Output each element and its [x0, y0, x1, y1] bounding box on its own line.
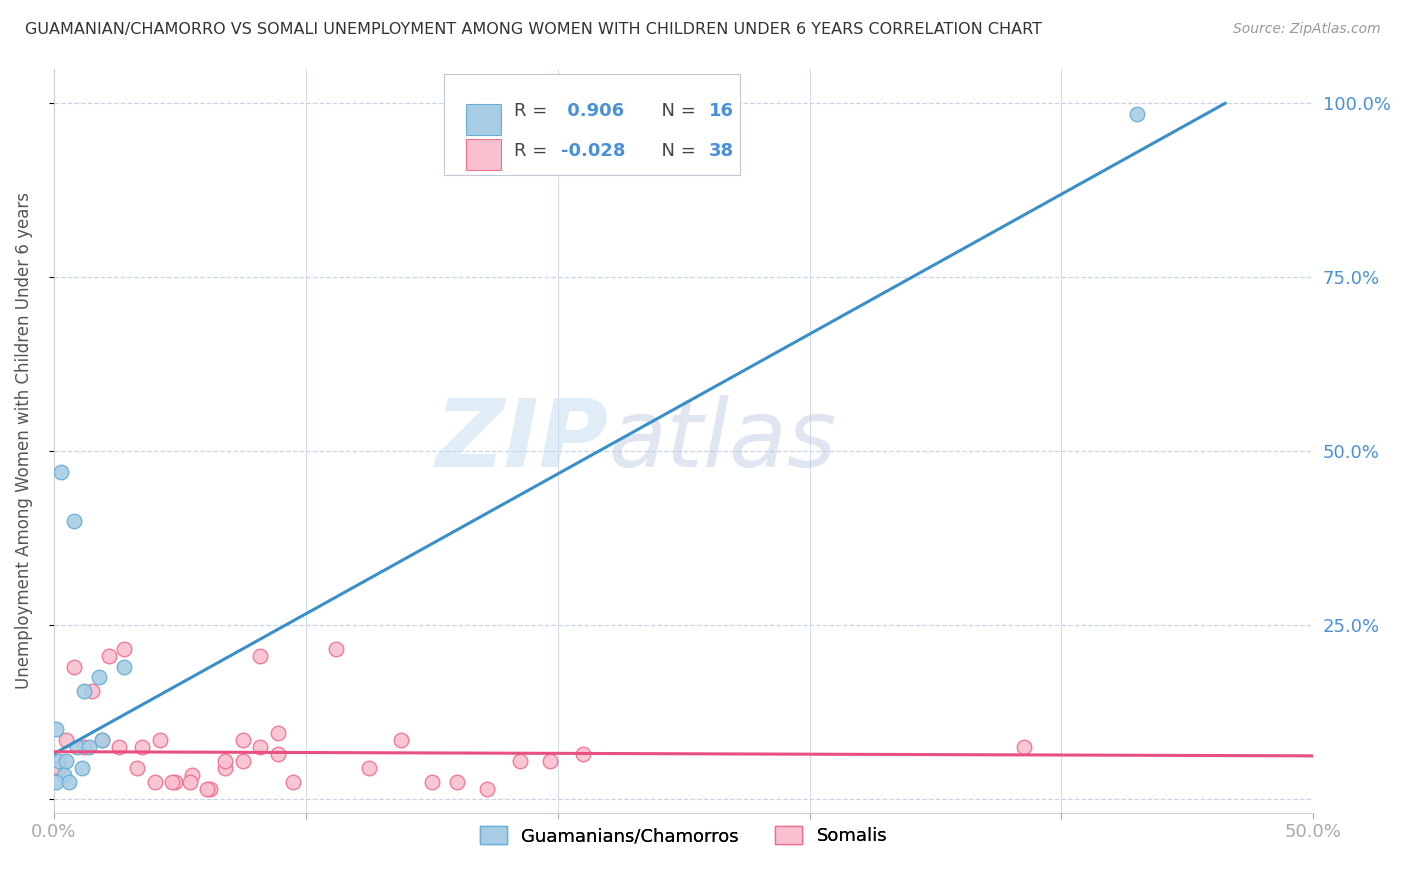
Point — [90, 732, 112, 747]
Point — [214, 754, 236, 768]
Legend: Guamanians/Chamorros, Somalis: Guamanians/Chamorros, Somalis — [472, 819, 894, 852]
FancyBboxPatch shape — [444, 74, 740, 175]
Text: GUAMANIAN/CHAMORRO VS SOMALI UNEMPLOYMENT AMONG WOMEN WITH CHILDREN UNDER 6 YEAR: GUAMANIAN/CHAMORRO VS SOMALI UNEMPLOYMEN… — [25, 22, 1042, 37]
Text: Source: ZipAtlas.com: Source: ZipAtlas.com — [1233, 22, 1381, 37]
Point — [63, 660, 86, 674]
Text: ZIP: ZIP — [434, 395, 607, 487]
Point — [198, 781, 221, 796]
Point — [65, 739, 87, 754]
Text: 38: 38 — [709, 142, 734, 160]
FancyBboxPatch shape — [465, 103, 501, 135]
Point — [357, 761, 380, 775]
Point — [55, 732, 77, 747]
Point — [1126, 107, 1149, 121]
Point — [249, 649, 271, 664]
Text: 16: 16 — [709, 102, 734, 120]
Point — [267, 747, 290, 761]
Point — [48, 761, 70, 775]
Point — [232, 754, 254, 768]
Point — [73, 684, 96, 698]
Y-axis label: Unemployment Among Women with Children Under 6 years: Unemployment Among Women with Children U… — [15, 192, 32, 690]
Text: R =: R = — [513, 102, 553, 120]
Point — [73, 739, 96, 754]
Point — [125, 761, 148, 775]
Point — [232, 732, 254, 747]
Point — [509, 754, 531, 768]
Point — [63, 514, 86, 528]
Point — [249, 739, 271, 754]
Point — [143, 774, 166, 789]
Point — [52, 767, 75, 781]
Point — [267, 726, 290, 740]
Text: atlas: atlas — [607, 395, 837, 486]
Point — [80, 684, 103, 698]
Text: -0.028: -0.028 — [561, 142, 626, 160]
Point — [446, 774, 468, 789]
Point — [325, 642, 347, 657]
Point — [391, 732, 413, 747]
Point — [163, 774, 186, 789]
Point — [420, 774, 443, 789]
Point — [197, 781, 219, 796]
Text: 0.906: 0.906 — [561, 102, 624, 120]
Point — [108, 739, 131, 754]
Point — [48, 754, 70, 768]
Point — [181, 767, 204, 781]
Point — [214, 761, 236, 775]
Point — [160, 774, 183, 789]
Point — [98, 649, 121, 664]
Point — [77, 739, 100, 754]
FancyBboxPatch shape — [465, 139, 501, 170]
Point — [70, 761, 93, 775]
Point — [58, 774, 80, 789]
Point — [90, 732, 112, 747]
Point — [179, 774, 201, 789]
Point — [89, 670, 111, 684]
Point — [475, 781, 498, 796]
Text: N =: N = — [650, 142, 702, 160]
Text: R =: R = — [513, 142, 553, 160]
Point — [538, 754, 561, 768]
Text: N =: N = — [650, 102, 702, 120]
Point — [281, 774, 304, 789]
Point — [55, 754, 77, 768]
Point — [45, 723, 67, 737]
Point — [149, 732, 172, 747]
Point — [112, 660, 135, 674]
Point — [1012, 739, 1035, 754]
Point — [131, 739, 153, 754]
Point — [45, 774, 67, 789]
Point — [112, 642, 135, 657]
Point — [51, 465, 73, 479]
Point — [572, 747, 595, 761]
